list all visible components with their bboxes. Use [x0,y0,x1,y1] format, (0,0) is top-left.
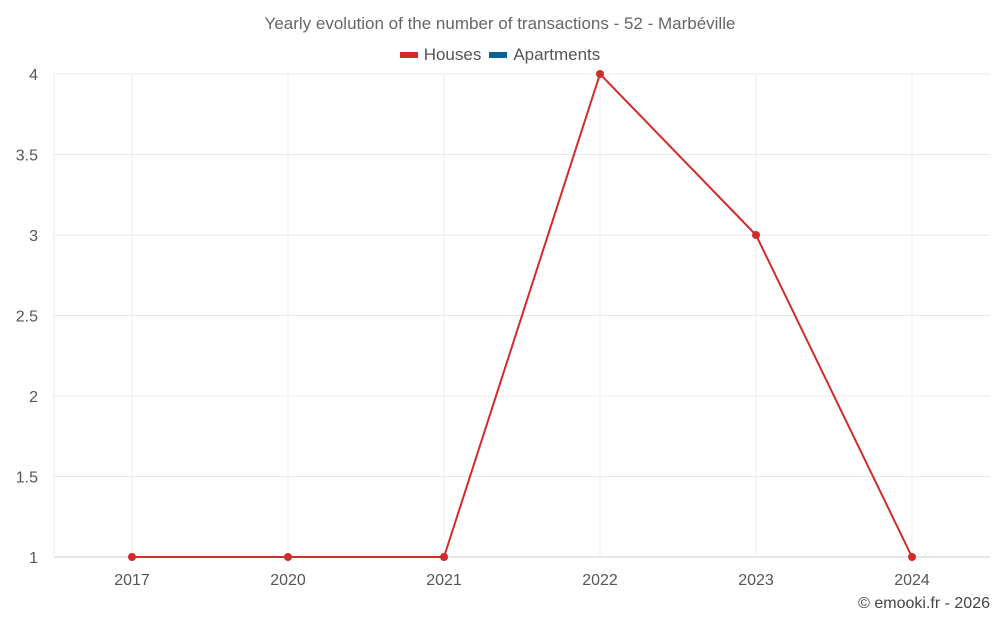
y-tick-label: 2 [29,389,38,406]
x-tick-label: 2020 [270,572,306,589]
x-tick-label: 2023 [738,572,774,589]
series-line-houses [132,72,913,558]
x-tick-label: 2022 [582,572,618,589]
legend-label-apartments: Apartments [513,45,601,64]
y-tick-label: 1 [29,550,38,567]
data-point-houses-2020 [284,553,292,561]
x-tick-label: 2024 [894,572,930,589]
x-tick-label: 2021 [426,572,462,589]
legend-swatch-houses [399,52,418,58]
legend-item-apartments[interactable]: Apartments [489,45,600,65]
y-tick-label: 3 [29,228,38,245]
data-point-houses-2017 [128,553,136,561]
legend-item-houses[interactable]: Houses [399,45,482,65]
data-point-houses-2024 [908,553,916,561]
legend-label-houses: Houses [423,45,482,64]
credit-text: © emooki.fr - 2026 [858,595,990,612]
y-tick-label: 4 [29,67,38,84]
data-point-houses-2021 [440,553,448,561]
data-point-houses-2023 [752,231,760,239]
y-tick-label: 1.5 [16,470,38,487]
y-tick-label: 2.5 [16,309,38,326]
legend-swatch-apartments [489,52,508,58]
x-tick-label: 2017 [114,572,150,589]
y-tick-label: 3.5 [16,148,38,165]
data-point-houses-2022 [596,70,604,78]
legend: Houses Apartments [0,45,1000,65]
chart-title: Yearly evolution of the number of transa… [264,14,736,33]
